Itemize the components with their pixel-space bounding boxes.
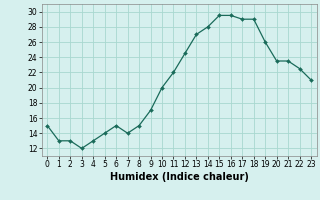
- X-axis label: Humidex (Indice chaleur): Humidex (Indice chaleur): [110, 172, 249, 182]
